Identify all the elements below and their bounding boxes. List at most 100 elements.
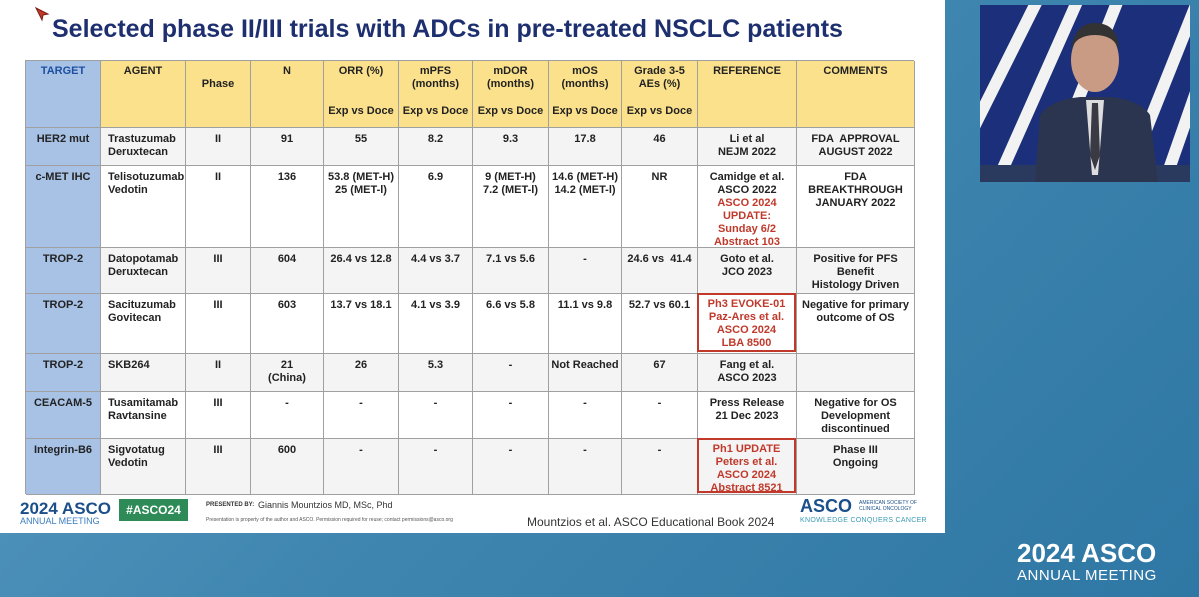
cell-line: Sacituzumab [108, 299, 176, 311]
cell-line: 55 [354, 133, 368, 145]
table-cell: 604 [251, 248, 324, 294]
table-cell: 4.1 vs 3.9 [399, 294, 473, 354]
logo-year: 2024 ASCO [20, 499, 112, 518]
table-cell: 6.9 [399, 166, 473, 248]
cell-line: III [213, 444, 223, 456]
cell-line: NEJM 2022 [717, 146, 777, 158]
cell-line: Negative for primary [802, 299, 909, 311]
header-label: ORR (%) [338, 65, 384, 77]
cell-line: Not Reached [551, 359, 619, 371]
table-cell: Integrin-B6 [26, 439, 101, 495]
trials-table: TARGET AGENT Phase N ORR (%) Exp vs Doce mPFS(… [25, 60, 915, 495]
cell-line: Ravtansine [108, 410, 167, 422]
update-line: Ph1 UPDATE [712, 443, 781, 455]
table-cell: TROP-2 [26, 354, 101, 392]
header-sub: Exp vs Doce [402, 105, 469, 117]
cell-line: Deruxtecan [108, 146, 168, 158]
table-cell: 26.4 vs 12.8 [324, 248, 399, 294]
cell-line: FDA APPROVAL [811, 133, 900, 145]
table-cell: Telisotuzumab Vedotin [101, 166, 186, 248]
table-cell: HER2 mut [26, 128, 101, 166]
cell-line: 604 [277, 253, 297, 265]
cell-line: Fang et al. [719, 359, 775, 371]
update-line: Abstract 103 [713, 236, 781, 248]
table-cell: 24.6 vs 41.4 [622, 248, 698, 294]
cell-line: 52.7 vs 60.1 [628, 299, 691, 311]
table-cell: Datopotamab Deruxtecan [101, 248, 186, 294]
cell-line: - [583, 444, 587, 456]
table-cell: - [324, 439, 399, 495]
table-cell: 8.2 [399, 128, 473, 166]
table-cell: - [549, 439, 622, 495]
table-cell: III [186, 294, 251, 354]
header-label: COMMENTS [823, 65, 888, 77]
tagline: KNOWLEDGE CONQUERS CANCER [800, 517, 927, 524]
cell-line: Camidge et al. [709, 171, 785, 183]
cell-line: - [359, 397, 363, 409]
cell-line: BREAKTHROUGH [808, 184, 903, 196]
cell-line: III [213, 299, 223, 311]
cell-line: NR [651, 171, 668, 183]
header-label: (months) [411, 78, 460, 90]
cell-line: - [285, 397, 289, 409]
cell-line: - [657, 397, 662, 409]
cell-line: 5.3 [427, 359, 444, 371]
table-cell: 9.3 [473, 128, 549, 166]
header-label: AGENT [123, 65, 163, 77]
header-cell: Phase [186, 61, 251, 128]
cell-line: Vedotin [108, 457, 148, 469]
cell-line: TROP-2 [42, 253, 84, 265]
header-sub: Exp vs Doce [626, 105, 693, 117]
table-cell: 600 [251, 439, 324, 495]
table-cell: SKB264 [101, 354, 186, 392]
reference-update: Ph1 UPDATE Peters et al. ASCO 2024 Abstract… [697, 438, 796, 494]
table-cell: II [186, 354, 251, 392]
header-label: Grade 3-5 [634, 65, 685, 77]
update-line: Ph3 EVOKE-01 [707, 298, 786, 310]
cell-line: 136 [277, 171, 297, 183]
table-cell: 11.1 vs 9.8 [549, 294, 622, 354]
cell-line: 600 [277, 444, 297, 456]
society: AMERICAN SOCIETY OF CLINICAL ONCOLOGY [859, 500, 917, 512]
cell-line: Benefit [836, 266, 875, 278]
cell-line: - [359, 444, 363, 456]
table-cell: II [186, 128, 251, 166]
cell-line: III [213, 397, 223, 409]
table-cell: 55 [324, 128, 399, 166]
update-line: UPDATE: [722, 210, 772, 222]
table-cell: 46 [622, 128, 698, 166]
table-cell: Negative for primary outcome of OS [797, 294, 915, 354]
cell-line: Press Release [709, 397, 785, 409]
header-sub: Exp vs Doce [477, 105, 544, 117]
table-cell: III [186, 248, 251, 294]
cell-line: Phase III [833, 444, 878, 456]
table-cell: Not Reached [549, 354, 622, 392]
cell-line: JCO 2023 [721, 266, 773, 278]
table-cell: 53.8 (MET-H) 25 (MET-l) [324, 166, 399, 248]
overlay-meeting: ANNUAL MEETING [1017, 567, 1157, 584]
logo-meeting: ANNUAL MEETING [20, 516, 100, 526]
cell-line: 91 [280, 133, 294, 145]
cell-line: JANUARY 2022 [815, 197, 896, 209]
header-label: REFERENCE [713, 65, 781, 77]
table-cell: NR [622, 166, 698, 248]
cell-line: Vedotin [108, 184, 148, 196]
header-cell: COMMENTS [797, 61, 915, 128]
table-cell [797, 354, 915, 392]
source: Mountzios et al. ASCO Educational Book 2… [527, 515, 775, 529]
header-cell: mDOR (months) Exp vs Doce [473, 61, 549, 128]
presenter: Giannis Mountzios MD, MSc, Phd [258, 500, 393, 510]
cell-line: Development [820, 410, 891, 422]
update-line: ASCO 2024 [717, 197, 777, 209]
header-sub: Exp vs Doce [552, 105, 618, 117]
header-label: TARGET [40, 65, 86, 77]
table-cell: 9 (MET-H) 7.2 (MET-l) [473, 166, 549, 248]
cell-line: Ongoing [832, 457, 879, 469]
header-label: AEs (%) [638, 78, 681, 90]
table-cell: - [622, 392, 698, 439]
table-cell: 67 [622, 354, 698, 392]
table-cell: 136 [251, 166, 324, 248]
table-cell: Camidge et al. ASCO 2022 ASCO 2024 UPDATE: S… [698, 166, 797, 248]
table-cell: 91 [251, 128, 324, 166]
table-cell: 26 [324, 354, 399, 392]
